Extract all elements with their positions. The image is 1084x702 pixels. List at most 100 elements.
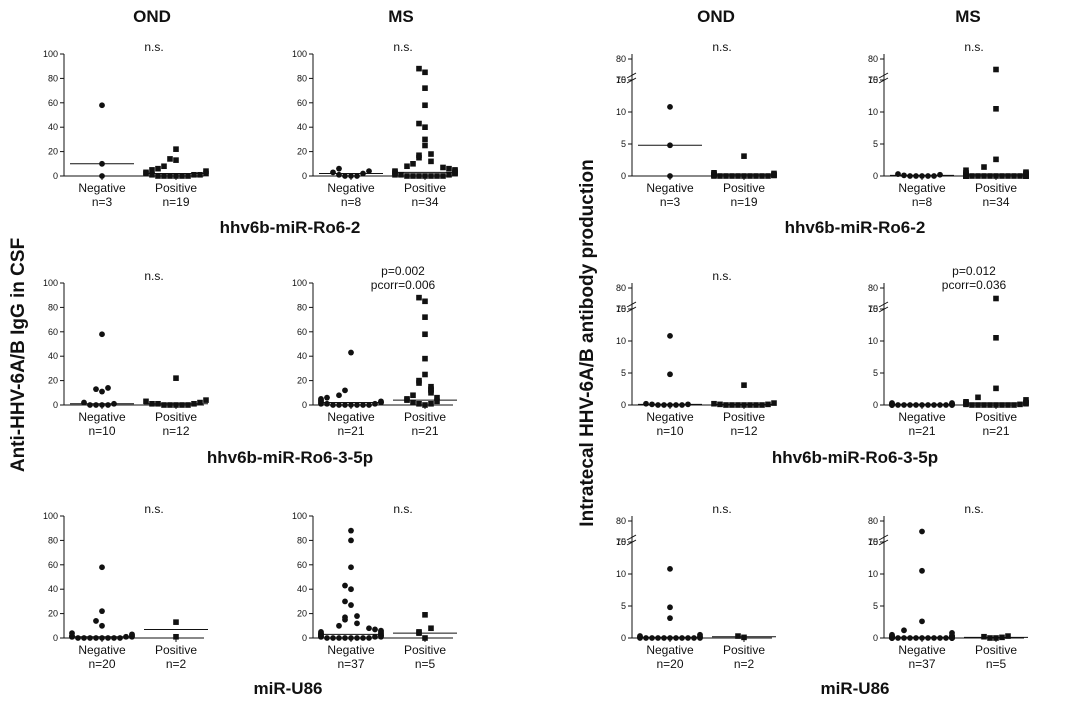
y-tick-label: 0 [873, 171, 878, 181]
data-point-negative [925, 635, 931, 641]
y-tick-label: 15 [868, 75, 878, 85]
y-tick-label: 60 [297, 560, 307, 570]
stat-annotation: p=0.012 [952, 264, 996, 278]
y-tick-label: 20 [297, 376, 307, 386]
data-point-positive [410, 161, 416, 167]
axis-break-mark [878, 534, 889, 541]
data-point-negative [919, 618, 925, 625]
data-point-negative [99, 331, 105, 338]
data-point-positive [723, 402, 729, 408]
data-point-positive [434, 173, 440, 179]
y-tick-label: 0 [302, 171, 307, 181]
data-point-negative [93, 402, 99, 408]
data-point-positive [173, 146, 179, 152]
y-tick-label: 0 [53, 400, 58, 410]
data-point-positive [185, 402, 191, 408]
data-point-positive [416, 65, 422, 72]
data-point-negative [129, 631, 135, 638]
data-point-positive [155, 165, 161, 172]
data-point-positive [452, 167, 458, 173]
panel-IgG-MS-Ro6-3-5p: 020406080100Negativen=21Positiven=21p=0.… [292, 264, 457, 438]
data-point-positive [422, 136, 428, 143]
data-point-negative [348, 402, 354, 408]
data-point-negative [93, 635, 99, 641]
data-point-positive [173, 157, 179, 163]
axis-break-mark [878, 301, 889, 308]
data-point-positive [179, 402, 185, 408]
axis-break-mark [878, 306, 889, 313]
data-point-positive [173, 633, 179, 640]
data-point-negative [919, 528, 925, 535]
data-point-negative [99, 608, 105, 615]
data-point-positive [969, 402, 975, 408]
data-point-positive [161, 173, 167, 179]
data-point-negative [667, 402, 673, 408]
data-point-positive [197, 171, 203, 178]
x-category-label: Negative [646, 643, 694, 657]
x-n-label: n=3 [92, 195, 113, 209]
x-n-label: n=2 [166, 657, 187, 671]
x-n-label: n=5 [415, 657, 436, 671]
y-tick-label: 80 [868, 516, 878, 526]
data-point-negative [925, 173, 931, 179]
data-point-negative [336, 402, 342, 408]
stat-annotation: n.s. [144, 502, 163, 516]
data-point-positive [428, 625, 434, 632]
x-category-label: Negative [327, 181, 375, 195]
data-point-positive [975, 173, 981, 179]
data-point-negative [901, 627, 907, 634]
data-point-negative [342, 614, 348, 621]
y-tick-label: 20 [297, 609, 307, 619]
y-tick-label: 80 [48, 73, 58, 83]
data-point-positive [143, 169, 149, 176]
data-point-positive [1023, 397, 1029, 403]
data-point-positive [161, 163, 167, 170]
data-point-negative [378, 398, 384, 405]
data-point-negative [679, 635, 685, 641]
y-tick-label: 60 [297, 327, 307, 337]
x-n-label: n=10 [656, 424, 683, 438]
data-point-negative [931, 402, 937, 408]
x-category-label: Positive [975, 643, 1017, 657]
y-tick-label: 10 [868, 107, 878, 117]
data-point-positive [422, 612, 428, 618]
data-point-negative [649, 635, 655, 641]
y-tick-label: 40 [297, 584, 307, 594]
data-point-negative [931, 635, 937, 641]
data-point-positive [416, 152, 422, 159]
data-point-negative [901, 402, 907, 408]
stat-annotation: p=0.002 [381, 264, 425, 278]
data-point-negative [685, 635, 691, 641]
y-tick-label: 20 [48, 376, 58, 386]
y-tick-label: 5 [873, 368, 878, 378]
data-point-positive [759, 173, 765, 179]
data-point-negative [348, 564, 354, 571]
data-point-positive [404, 163, 410, 170]
data-point-negative [336, 622, 342, 629]
stat-annotation: pcorr=0.006 [371, 278, 436, 292]
x-n-label: n=20 [656, 657, 683, 671]
y-tick-label: 70 [616, 75, 626, 85]
data-point-positive [434, 394, 440, 401]
data-point-positive [765, 173, 771, 179]
data-point-negative [667, 615, 673, 622]
data-point-negative [105, 402, 111, 408]
x-category-label: Negative [898, 181, 946, 195]
data-point-negative [330, 169, 336, 176]
data-point-positive [999, 173, 1005, 179]
data-point-positive [993, 156, 999, 163]
data-point-positive [143, 398, 149, 405]
data-point-negative [697, 631, 703, 638]
axis-break-mark [626, 301, 637, 308]
axis-break-mark [878, 72, 889, 79]
y-tick-label: 60 [297, 98, 307, 108]
data-point-positive [993, 173, 999, 179]
axis-break-mark [626, 539, 637, 546]
data-point-negative [105, 635, 111, 641]
data-point-positive [422, 173, 428, 179]
data-point-negative [949, 629, 955, 636]
data-point-positive [422, 355, 428, 362]
